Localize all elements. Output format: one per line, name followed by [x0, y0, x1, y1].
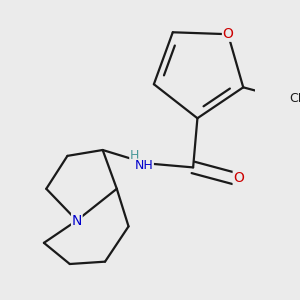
Text: NH: NH [135, 159, 153, 172]
Text: CH₃: CH₃ [289, 92, 300, 105]
Text: H: H [130, 148, 139, 162]
Text: N: N [72, 214, 82, 227]
Text: O: O [223, 27, 233, 41]
Text: O: O [233, 171, 244, 185]
